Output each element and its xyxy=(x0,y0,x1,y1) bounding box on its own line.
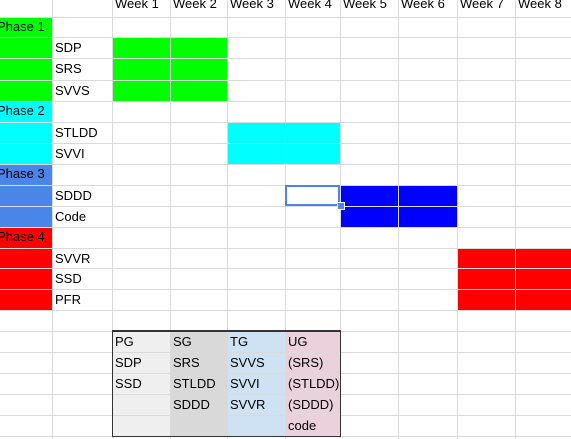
column-header-week-1[interactable]: Week 1 xyxy=(115,0,159,11)
groups-table-cell[interactable]: SVVI xyxy=(230,376,260,391)
groups-table-gridline xyxy=(112,415,340,416)
groups-table-gridline xyxy=(112,373,340,374)
column-header-week-5[interactable]: Week 5 xyxy=(343,0,387,11)
groups-table-header[interactable]: TG xyxy=(230,334,249,349)
gridline-horizontal xyxy=(0,289,571,290)
groups-table-gridline xyxy=(285,331,286,436)
column-header-week-7[interactable]: Week 7 xyxy=(460,0,504,11)
gridline-horizontal xyxy=(0,143,571,144)
groups-table-cell[interactable]: SVVR xyxy=(230,397,266,412)
gridline-horizontal xyxy=(0,17,571,18)
gridline-vertical xyxy=(112,0,113,439)
gridline-vertical xyxy=(457,0,458,439)
gridline-vertical xyxy=(170,0,171,439)
groups-table-header[interactable]: SG xyxy=(173,334,192,349)
groups-table-cell[interactable]: STLDD xyxy=(173,376,216,391)
phase-block-1 xyxy=(0,17,52,101)
phase-label-3[interactable]: Phase 3 xyxy=(0,166,45,181)
groups-table-gridline xyxy=(227,331,228,436)
column-header-week-6[interactable]: Week 6 xyxy=(401,0,445,11)
groups-table-cell[interactable] xyxy=(112,394,170,415)
phase-label-4[interactable]: Phase 4 xyxy=(0,229,45,244)
column-header-week-3[interactable]: Week 3 xyxy=(230,0,274,11)
gridline-horizontal xyxy=(0,101,571,102)
gridline-horizontal xyxy=(0,436,571,437)
gridline-horizontal xyxy=(0,248,571,249)
column-header-week-2[interactable]: Week 2 xyxy=(173,0,217,11)
task-cell[interactable]: STLDD xyxy=(55,125,98,140)
groups-table-cell[interactable]: code xyxy=(288,418,317,433)
phase-label-1[interactable]: Phase 1 xyxy=(0,19,45,34)
gridline-vertical xyxy=(227,0,228,439)
phase-label-2[interactable]: Phase 2 xyxy=(0,103,45,118)
gridline-horizontal xyxy=(0,268,571,269)
phase-block-2 xyxy=(0,101,52,164)
gridline-vertical xyxy=(285,0,286,439)
groups-table-gridline xyxy=(170,331,171,436)
groups-table-cell[interactable]: (SRS) xyxy=(288,355,324,370)
column-header-week-4[interactable]: Week 4 xyxy=(288,0,332,11)
groups-table-gridline xyxy=(112,394,340,395)
task-cell[interactable]: SVVS xyxy=(55,83,90,98)
groups-table-header-divider xyxy=(112,330,341,331)
gridline-vertical xyxy=(340,0,341,439)
gridline-vertical xyxy=(515,0,516,439)
gridline-horizontal xyxy=(0,227,571,228)
gantt-bar-phase-4 xyxy=(457,248,571,310)
groups-table-cell[interactable]: (STLDD) xyxy=(288,376,340,391)
gridline-horizontal xyxy=(0,37,571,38)
gridline-horizontal xyxy=(0,164,571,165)
groups-table-column-1 xyxy=(112,331,170,436)
gridline-vertical xyxy=(52,0,53,439)
fill-handle[interactable] xyxy=(337,202,345,210)
column-header-week-8[interactable]: Week 8 xyxy=(518,0,562,11)
task-cell[interactable]: Code xyxy=(55,209,87,224)
groups-table-header[interactable]: UG xyxy=(288,334,308,349)
groups-table-cell[interactable]: SDDD xyxy=(173,397,210,412)
groups-table-header[interactable]: PG xyxy=(115,334,134,349)
task-cell[interactable]: SRS xyxy=(55,61,82,76)
groups-table-cell[interactable]: SVVS xyxy=(230,355,265,370)
groups-table-column-3 xyxy=(227,331,285,436)
gantt-bar-phase-1 xyxy=(112,37,227,101)
phase-block-3 xyxy=(0,164,52,227)
groups-table-column-2 xyxy=(170,331,227,436)
task-cell[interactable]: PFR xyxy=(55,292,81,307)
selected-cell-cursor[interactable] xyxy=(285,185,340,206)
gridline-horizontal xyxy=(0,206,571,207)
groups-table-cell[interactable]: SSD xyxy=(115,376,142,391)
gridline-horizontal xyxy=(0,58,571,59)
task-cell[interactable]: SVVR xyxy=(55,251,91,266)
gridline-horizontal xyxy=(0,122,571,123)
groups-table-cell[interactable]: SDP xyxy=(115,355,142,370)
task-cell[interactable]: SDDD xyxy=(55,188,92,203)
groups-table-gridline xyxy=(112,352,340,353)
groups-table-cell[interactable]: (SDDD) xyxy=(288,397,334,412)
groups-table-cell[interactable]: SRS xyxy=(173,355,200,370)
gridline-horizontal xyxy=(0,310,571,311)
task-cell[interactable]: SDP xyxy=(55,40,82,55)
gridline-horizontal xyxy=(0,80,571,81)
groups-table-column-4 xyxy=(285,331,340,436)
task-cell[interactable]: SSD xyxy=(55,271,82,286)
task-cell[interactable]: SVVI xyxy=(55,146,85,161)
gridline-vertical xyxy=(398,0,399,439)
